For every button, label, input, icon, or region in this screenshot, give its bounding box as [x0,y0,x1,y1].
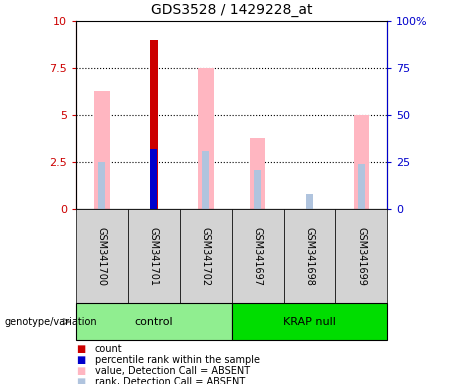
FancyBboxPatch shape [231,303,387,340]
Text: GSM341701: GSM341701 [149,227,159,286]
Bar [198,68,213,209]
FancyBboxPatch shape [76,209,128,303]
Bar [94,91,110,209]
Bar [202,153,209,209]
Text: GSM341700: GSM341700 [97,227,107,286]
Bar [354,115,369,209]
Bar [150,149,157,209]
Text: ■: ■ [76,366,85,376]
Text: genotype/variation: genotype/variation [5,316,97,327]
Bar [202,151,209,209]
FancyBboxPatch shape [128,209,180,303]
FancyBboxPatch shape [284,209,335,303]
Text: GSM341698: GSM341698 [304,227,314,286]
Bar [358,164,365,209]
Text: KRAP null: KRAP null [283,316,336,327]
FancyBboxPatch shape [180,209,231,303]
Text: GSM341697: GSM341697 [253,227,263,286]
Text: value, Detection Call = ABSENT: value, Detection Call = ABSENT [95,366,249,376]
FancyBboxPatch shape [76,303,231,340]
Text: ■: ■ [76,344,85,354]
Bar [306,194,313,209]
Title: GDS3528 / 1429228_at: GDS3528 / 1429228_at [151,3,313,17]
Bar [254,170,261,209]
Bar [99,162,106,209]
Text: percentile rank within the sample: percentile rank within the sample [95,355,260,365]
Text: ■: ■ [76,377,85,384]
Text: GSM341702: GSM341702 [201,227,211,286]
Bar [254,172,261,209]
Text: count: count [95,344,122,354]
Bar [250,138,266,209]
Bar [149,40,158,209]
Text: control: control [135,316,173,327]
FancyBboxPatch shape [335,209,387,303]
FancyBboxPatch shape [231,209,284,303]
Text: rank, Detection Call = ABSENT: rank, Detection Call = ABSENT [95,377,245,384]
Text: ■: ■ [76,355,85,365]
Text: GSM341699: GSM341699 [356,227,366,286]
